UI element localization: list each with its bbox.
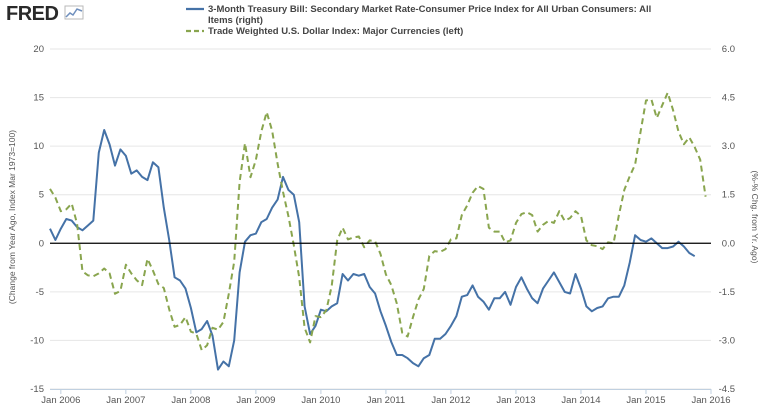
- grid-lines: [50, 48, 711, 390]
- x-tick-label: Jan 2007: [106, 395, 145, 406]
- left-tick-label: 10: [33, 141, 44, 152]
- right-tick-label: -4.5: [719, 384, 735, 395]
- x-tick-label: Jan 2006: [41, 395, 80, 406]
- x-tick-label: Jan 2015: [626, 395, 665, 406]
- x-axis: Jan 2006 Jan 2007 Jan 2008 Jan 2009 Jan 2010…: [41, 389, 731, 406]
- legend-label: 3-Month Treasury Bill: Secondary Market …: [208, 4, 651, 15]
- plot-area: [49, 91, 711, 371]
- left-axis: -15 -10 -5 0 5 10 15 20: [30, 44, 44, 395]
- left-tick-label: -10: [30, 335, 44, 346]
- x-tick-label: Jan 2008: [171, 395, 210, 406]
- left-tick-label: -5: [36, 287, 44, 298]
- right-tick-label: -3.0: [719, 335, 735, 346]
- logo-graph-icon: [64, 5, 84, 20]
- legend: 3-Month Treasury Bill: Secondary Market …: [186, 4, 651, 37]
- x-tick-label: Jan 2012: [431, 395, 470, 406]
- right-tick-label: 3.0: [722, 141, 735, 152]
- left-tick-label: 20: [33, 44, 44, 55]
- legend-label: Items (right): [208, 15, 263, 26]
- series-line-tbill-cpi: [49, 129, 696, 371]
- x-tick-label: Jan 2011: [367, 395, 405, 406]
- right-tick-label: 0.0: [722, 238, 735, 249]
- right-tick-label: 6.0: [722, 44, 735, 55]
- x-tick-label: Jan 2010: [301, 395, 340, 406]
- x-tick-label: Jan 2016: [691, 395, 730, 406]
- right-tick-label: 1.5: [722, 190, 735, 201]
- right-tick-label: 4.5: [722, 93, 735, 104]
- x-tick-label: Jan 2013: [496, 395, 535, 406]
- right-axis-title: (%-% Chg. from Yr. Ago): [750, 171, 760, 264]
- right-tick-label: -1.5: [719, 287, 735, 298]
- x-tick-label: Jan 2009: [236, 395, 275, 406]
- series-line-dollar-index: [49, 91, 707, 352]
- right-axis: -4.5 -3.0 -1.5 0.0 1.5 3.0 4.5 6.0: [719, 44, 735, 395]
- left-tick-label: 0: [39, 238, 44, 249]
- x-tick-label: Jan 2014: [561, 395, 600, 406]
- left-axis-title: (Change from Year Ago, Index Mar 1973=10…: [7, 130, 17, 304]
- legend-label: Trade Weighted U.S. Dollar Index: Major …: [208, 26, 463, 37]
- fred-logo-text: FRED: [6, 3, 59, 25]
- left-tick-label: 5: [39, 190, 44, 201]
- left-tick-label: 15: [33, 93, 44, 104]
- left-tick-label: -15: [30, 384, 44, 395]
- fred-logo[interactable]: FRED: [6, 3, 84, 25]
